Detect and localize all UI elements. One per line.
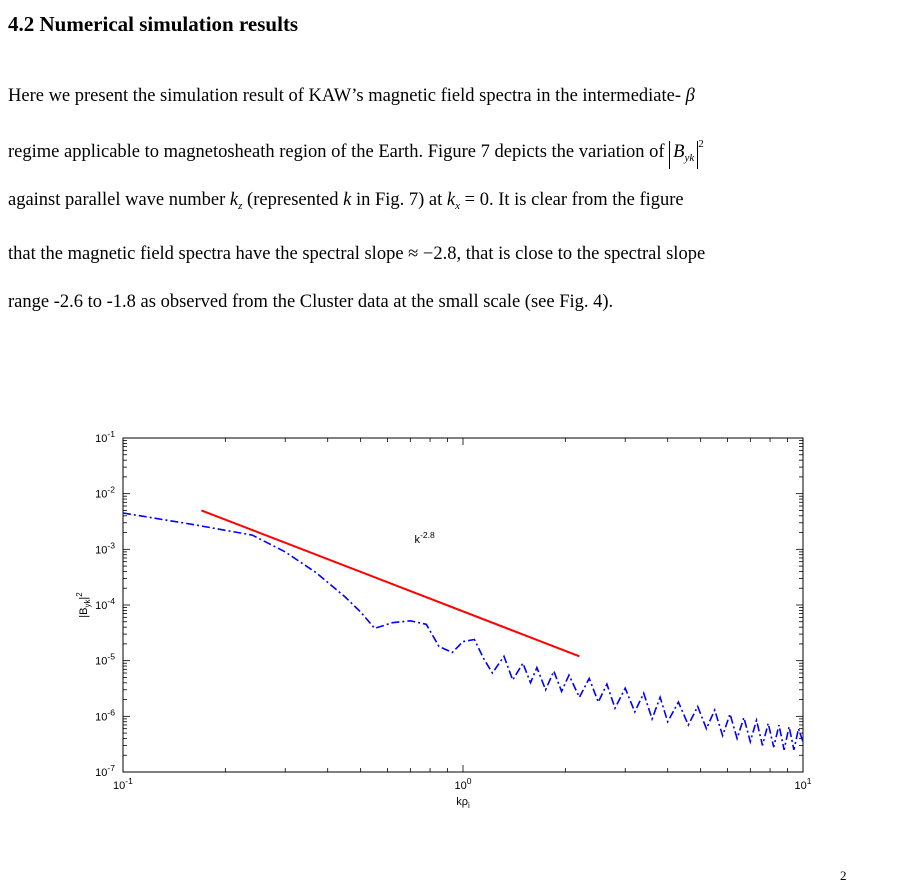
y-tick-label: 10-1: [95, 429, 115, 445]
series-layer: [122, 509, 804, 750]
caption-fragment: 2: [840, 868, 847, 883]
y-tick-label: 10-4: [95, 596, 115, 612]
body-paragraph: Here we present the simulation result of…: [8, 72, 913, 326]
x-axis-label: kρi: [456, 796, 470, 810]
y-tick-label: 10-5: [95, 652, 115, 668]
plot-frame: [122, 437, 804, 773]
y-tick-label: 10-3: [95, 540, 115, 556]
x-tick-label: 101: [794, 776, 811, 792]
y-axis-label: |Byk|2: [75, 592, 92, 618]
para-line-2: regime applicable to magnetosheath regio…: [8, 120, 913, 176]
plot-area: [122, 437, 804, 773]
beta-symbol: β: [685, 86, 695, 106]
para-line-3: against parallel wave number kz (represe…: [8, 190, 684, 212]
spectrum-figure: 10-1 100 101 10-1 10-2 10-3 10-4 10-5 10-6 10-7 kρ…: [75, 429, 812, 810]
x-tick-label: 100: [454, 776, 471, 792]
abs-b-yk: Byk: [669, 141, 699, 169]
axis-ticks: [122, 438, 803, 773]
para-line-4: that the magnetic field spectra have the…: [8, 244, 706, 264]
fit-line: [201, 509, 580, 658]
para-line-5: range -2.6 to -1.8 as observed from the …: [8, 292, 614, 312]
spectrum-line: [122, 512, 804, 750]
slope-annotation: k-2.8: [414, 530, 435, 546]
axis-labels: 10-1 100 101 10-1 10-2 10-3 10-4 10-5 10-6 10-7 kρ…: [75, 429, 812, 810]
section-heading: 4.2 Numerical simulation results: [8, 12, 299, 36]
y-tick-label: 10-6: [95, 707, 115, 723]
y-tick-label: 10-2: [95, 485, 115, 501]
y-tick-label: 10-7: [95, 763, 115, 779]
x-tick-label: 10-1: [113, 776, 133, 792]
para-line-1: Here we present the simulation result of…: [8, 86, 695, 106]
